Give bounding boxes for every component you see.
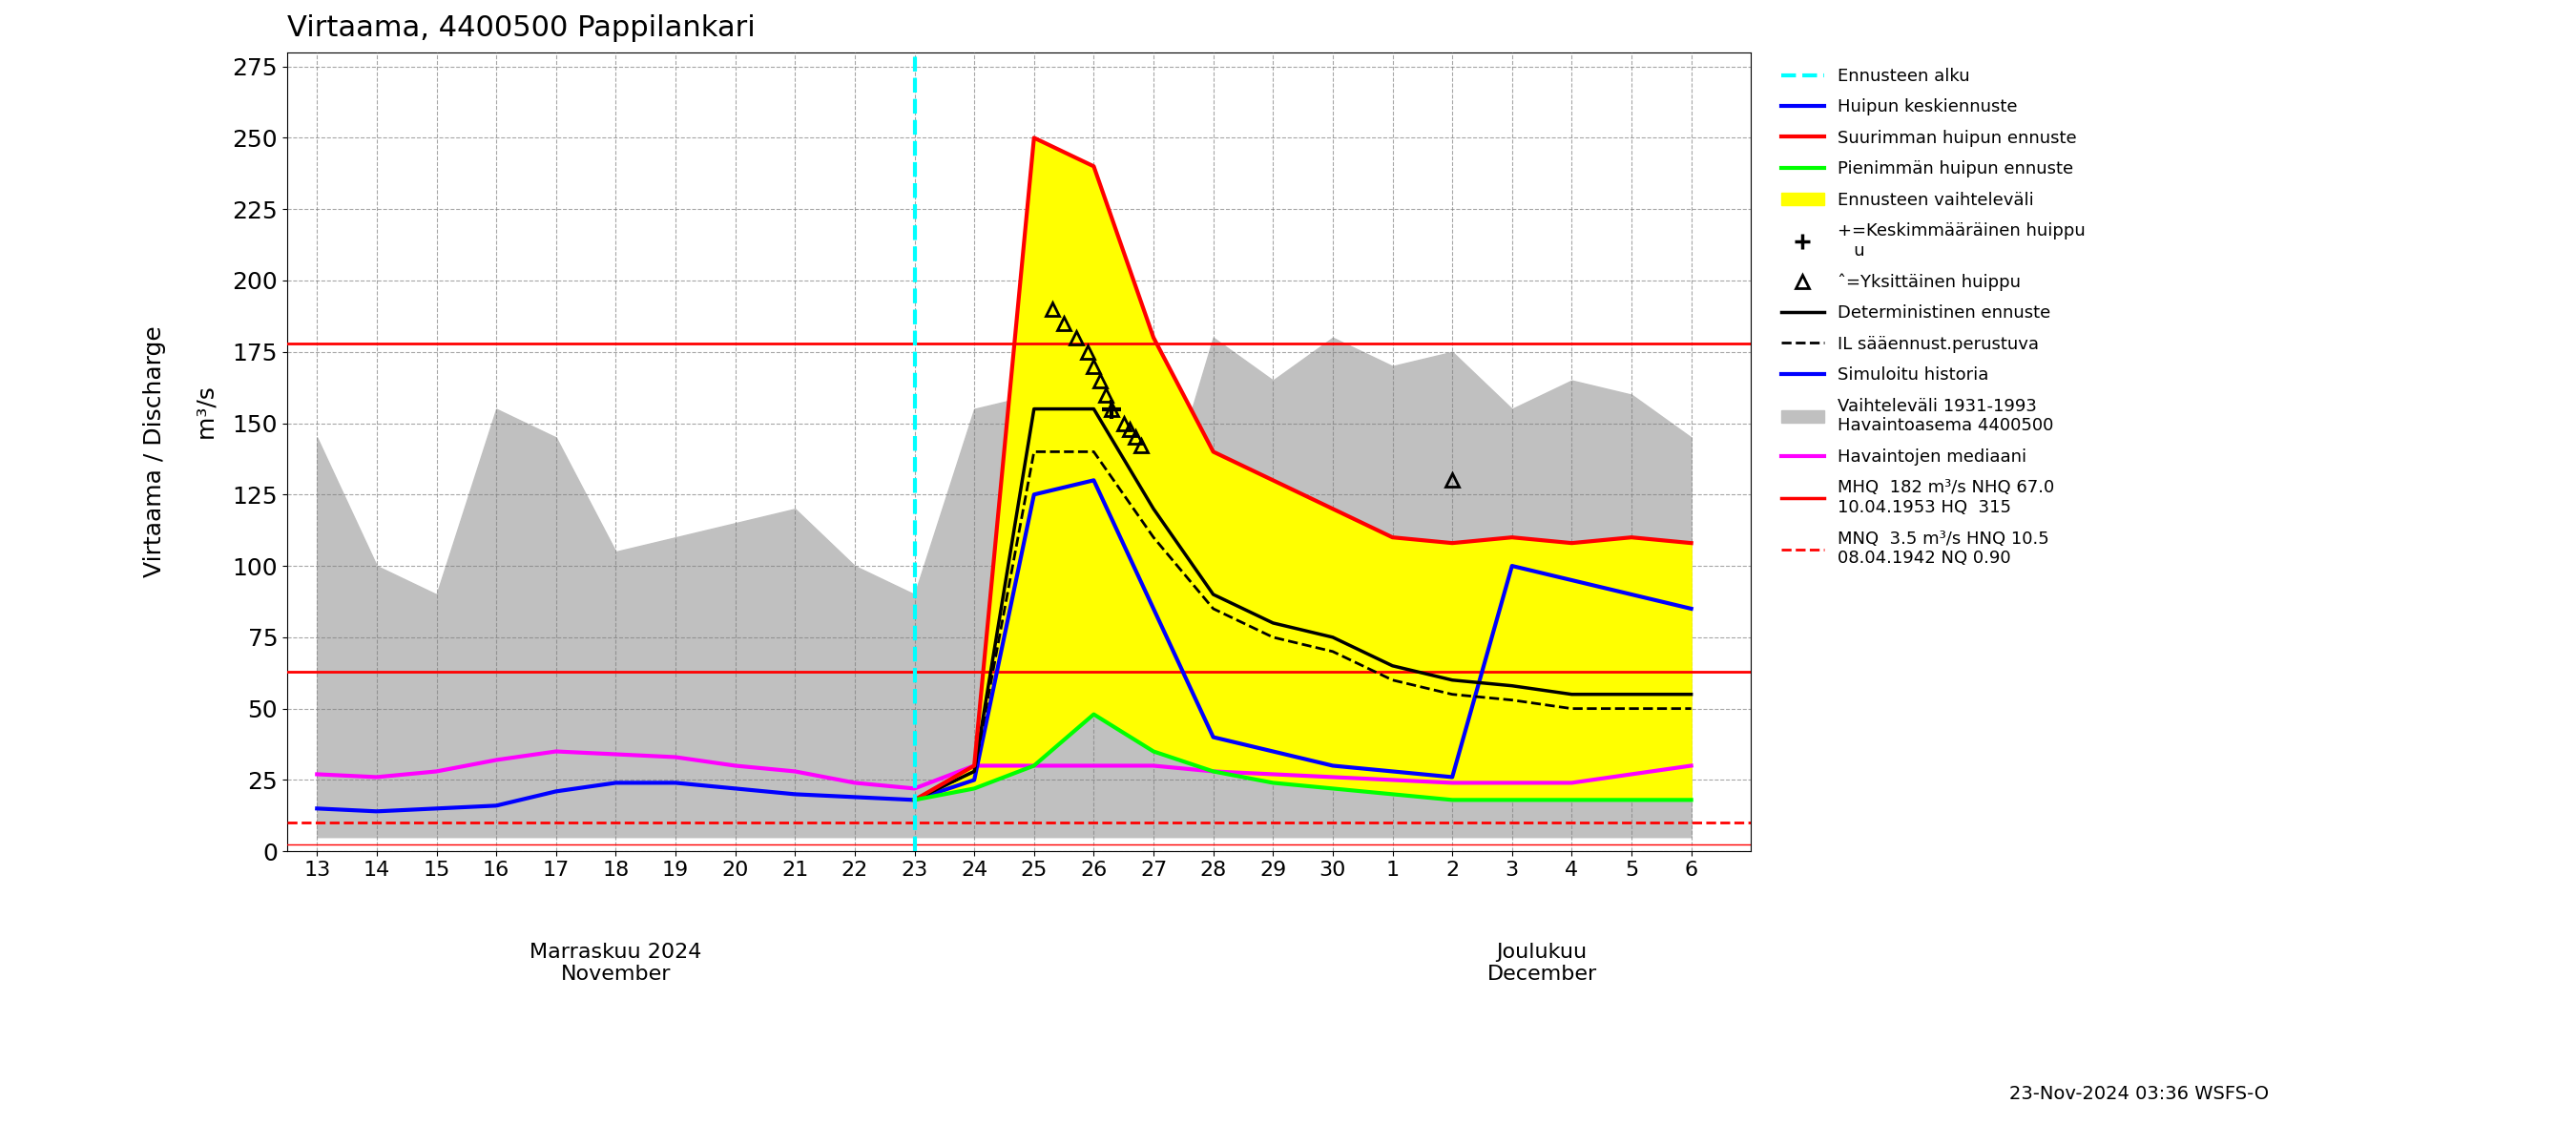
Text: Virtaama, 4400500 Pappilankari: Virtaama, 4400500 Pappilankari xyxy=(286,14,755,42)
Y-axis label: Virtaama / Discharge

          m³/s: Virtaama / Discharge m³/s xyxy=(144,326,219,577)
Text: Marraskuu 2024
November: Marraskuu 2024 November xyxy=(531,942,701,984)
Legend: Ennusteen alku, Huipun keskiennuste, Suurimman huipun ennuste, Pienimmän huipun : Ennusteen alku, Huipun keskiennuste, Suu… xyxy=(1775,61,2092,574)
Text: 23-Nov-2024 03:36 WSFS-O: 23-Nov-2024 03:36 WSFS-O xyxy=(2009,1085,2269,1103)
Text: Joulukuu
December: Joulukuu December xyxy=(1486,942,1597,984)
